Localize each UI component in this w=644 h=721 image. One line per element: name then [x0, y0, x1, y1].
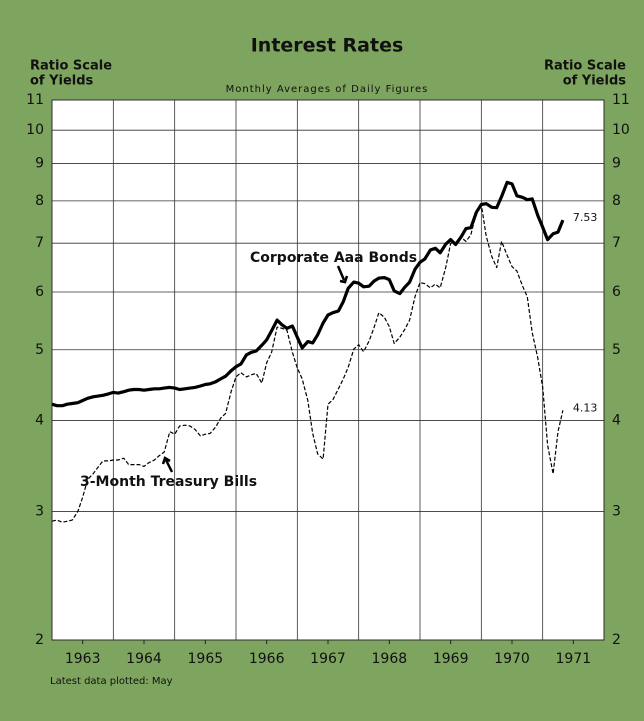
- y-tick-label: 4: [35, 412, 44, 428]
- y2-tick-label: 9: [612, 156, 621, 172]
- y2-tick-label: 6: [612, 284, 621, 300]
- y2-tick-label: 3: [612, 504, 621, 520]
- x-tick-label: 1963: [65, 651, 101, 667]
- x-tick-label: 1970: [494, 651, 530, 667]
- y2-tick-label: 5: [612, 342, 621, 358]
- x-tick-label: 1964: [126, 651, 162, 667]
- x-tick-label: 1968: [372, 651, 408, 667]
- chart-subtitle: Monthly Averages of Daily Figures: [226, 84, 429, 95]
- y-axis-label: of Yields: [30, 74, 94, 89]
- footnote: Latest data plotted: May: [50, 676, 173, 687]
- x-tick-label: 1967: [310, 651, 346, 667]
- x-tick-label: 1966: [249, 651, 285, 667]
- y2-tick-label: 8: [612, 193, 621, 209]
- y-tick-label: 2: [35, 632, 44, 648]
- y2-tick-label: 4: [612, 412, 621, 428]
- x-tick-label: 1971: [556, 651, 592, 667]
- y-tick-label: 6: [35, 284, 44, 300]
- y-tick-label: 11: [26, 92, 44, 108]
- legend-arrow: [336, 265, 349, 284]
- chart-title: Interest Rates: [251, 35, 404, 57]
- y-tick-label: 5: [35, 342, 44, 358]
- y-tick-label: 8: [35, 193, 44, 209]
- y-tick-label: 7: [35, 235, 44, 251]
- y-tick-label: 9: [35, 156, 44, 172]
- y2-axis-label: of Yields: [563, 74, 627, 89]
- series-line: [51, 203, 564, 523]
- y-tick-label: 3: [35, 504, 44, 520]
- legend-label: Corporate Aaa Bonds: [250, 250, 417, 266]
- end-label: 4.13: [573, 401, 598, 414]
- legend-label: 3-Month Treasury Bills: [80, 474, 257, 490]
- x-tick-label: 1969: [433, 651, 469, 667]
- end-label: 7.53: [573, 211, 598, 224]
- x-tick-label: 1965: [188, 651, 224, 667]
- plot-area: [51, 99, 605, 641]
- legend-arrow: [161, 456, 174, 473]
- y2-axis-label: Ratio Scale: [544, 59, 626, 74]
- y-axis-label: Ratio Scale: [30, 59, 112, 74]
- y2-tick-label: 11: [612, 92, 630, 108]
- y2-tick-label: 7: [612, 235, 621, 251]
- y2-tick-label: 2: [612, 632, 621, 648]
- y-tick-label: 10: [26, 122, 44, 138]
- y2-tick-label: 10: [612, 122, 630, 138]
